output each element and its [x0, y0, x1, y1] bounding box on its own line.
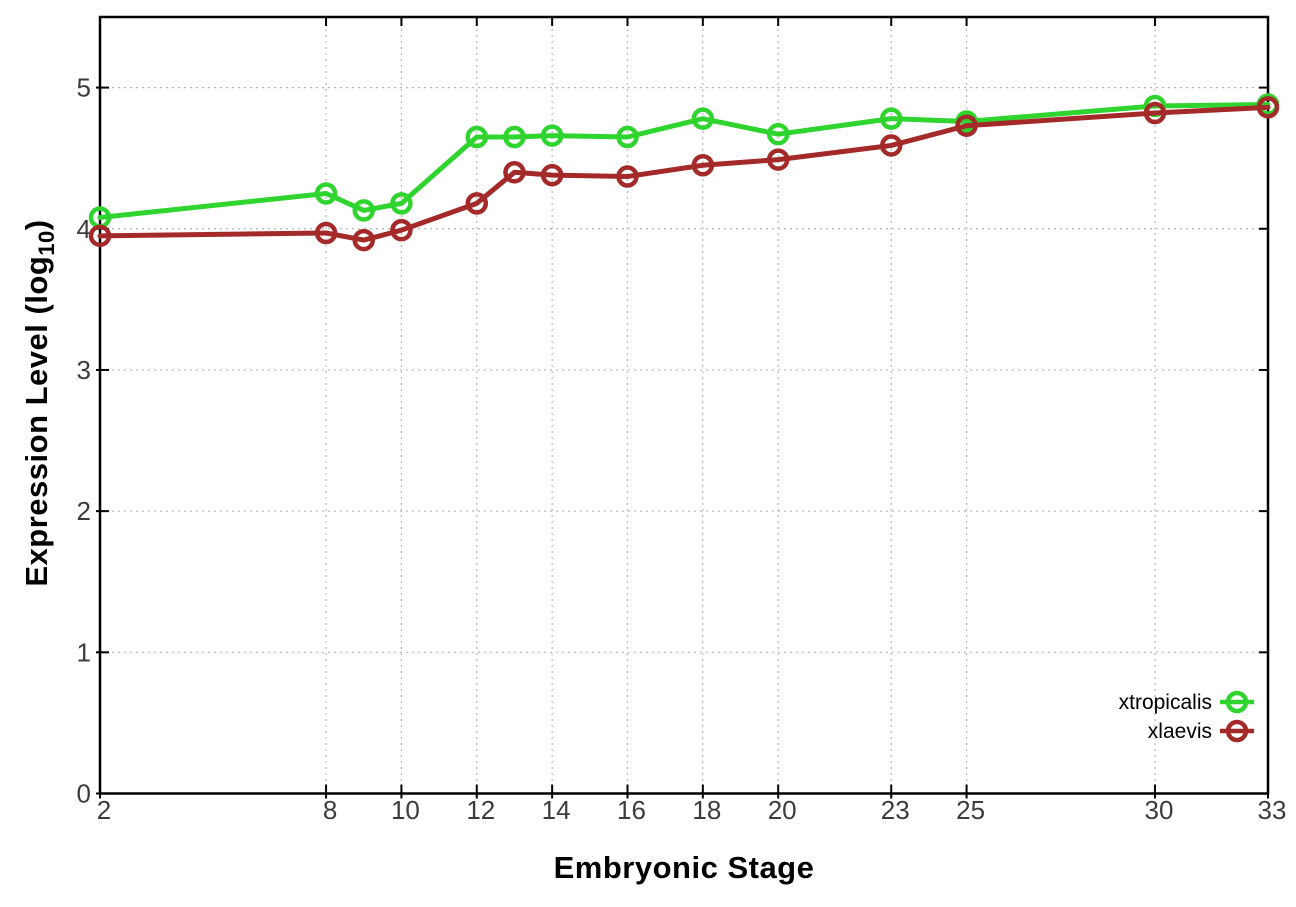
data-point-xtropicalis: [691, 107, 715, 130]
data-point-xtropicalis: [540, 124, 564, 147]
data-point-xlaevis: [616, 165, 639, 188]
data-point-xtropicalis: [465, 125, 489, 149]
legend-label-xlaevis: xlaevis: [1148, 720, 1212, 743]
data-point-xlaevis: [88, 224, 112, 248]
y-tick-label: 0: [77, 779, 91, 809]
plot-border: [98, 15, 1270, 795]
data-point-xlaevis: [314, 221, 338, 245]
x-tick-label: 23: [881, 795, 910, 825]
data-point-xtropicalis: [879, 107, 903, 130]
data-point-xtropicalis: [503, 125, 526, 149]
series-line-xtropicalis: [97, 102, 1271, 220]
data-point-xlaevis: [352, 228, 375, 252]
data-point-xtropicalis: [390, 192, 413, 215]
data-point-xlaevis: [691, 153, 715, 177]
y-axis-title-suffix: ): [19, 219, 54, 231]
series-line-xlaevis: [97, 104, 1271, 243]
x-tick-label: 30: [1145, 795, 1174, 825]
data-point-xlaevis: [955, 114, 978, 137]
data-point-xtropicalis: [352, 199, 375, 222]
x-tick-label: 25: [956, 795, 985, 825]
x-tick-label: 18: [692, 795, 721, 825]
data-point-xlaevis: [766, 148, 790, 171]
y-tick-label: 1: [77, 637, 91, 667]
data-point-xlaevis: [879, 134, 903, 157]
y-axis-title: Expression Level (log10): [19, 219, 59, 587]
data-point-xlaevis: [465, 192, 489, 215]
data-point-xtropicalis: [616, 125, 639, 149]
y-tick-label: 3: [77, 355, 91, 385]
data-point-xtropicalis: [766, 122, 790, 146]
data-point-xtropicalis: [314, 182, 338, 205]
x-tick-label: 10: [391, 795, 420, 825]
data-point-xlaevis: [540, 163, 564, 187]
y-tick-label: 4: [77, 214, 91, 244]
legend-marker-xtropicalis: [1225, 690, 1249, 714]
x-tick-label: 14: [542, 795, 571, 825]
y-tick-label: 5: [77, 73, 91, 103]
x-tick-label: 33: [1258, 795, 1287, 825]
y-axis-title-prefix: Expression Level (log: [19, 255, 54, 587]
legend-marker-xlaevis: [1225, 719, 1249, 743]
x-tick-label: 2: [97, 795, 111, 825]
x-tick-label: 20: [768, 795, 797, 825]
x-tick-label: 8: [323, 795, 337, 825]
data-point-xlaevis: [503, 161, 526, 184]
x-axis-title: Embryonic Stage: [553, 850, 815, 885]
legend-label-xtropicalis: xtropicalis: [1119, 691, 1212, 714]
x-tick-label: 16: [617, 795, 646, 825]
data-point-xlaevis: [390, 218, 413, 242]
data-point-xlaevis: [1256, 96, 1280, 119]
y-axis-title-subscript: 10: [34, 230, 59, 256]
data-point-xlaevis: [1143, 101, 1167, 125]
y-tick-label: 2: [77, 496, 91, 526]
x-tick-label: 12: [466, 795, 495, 825]
